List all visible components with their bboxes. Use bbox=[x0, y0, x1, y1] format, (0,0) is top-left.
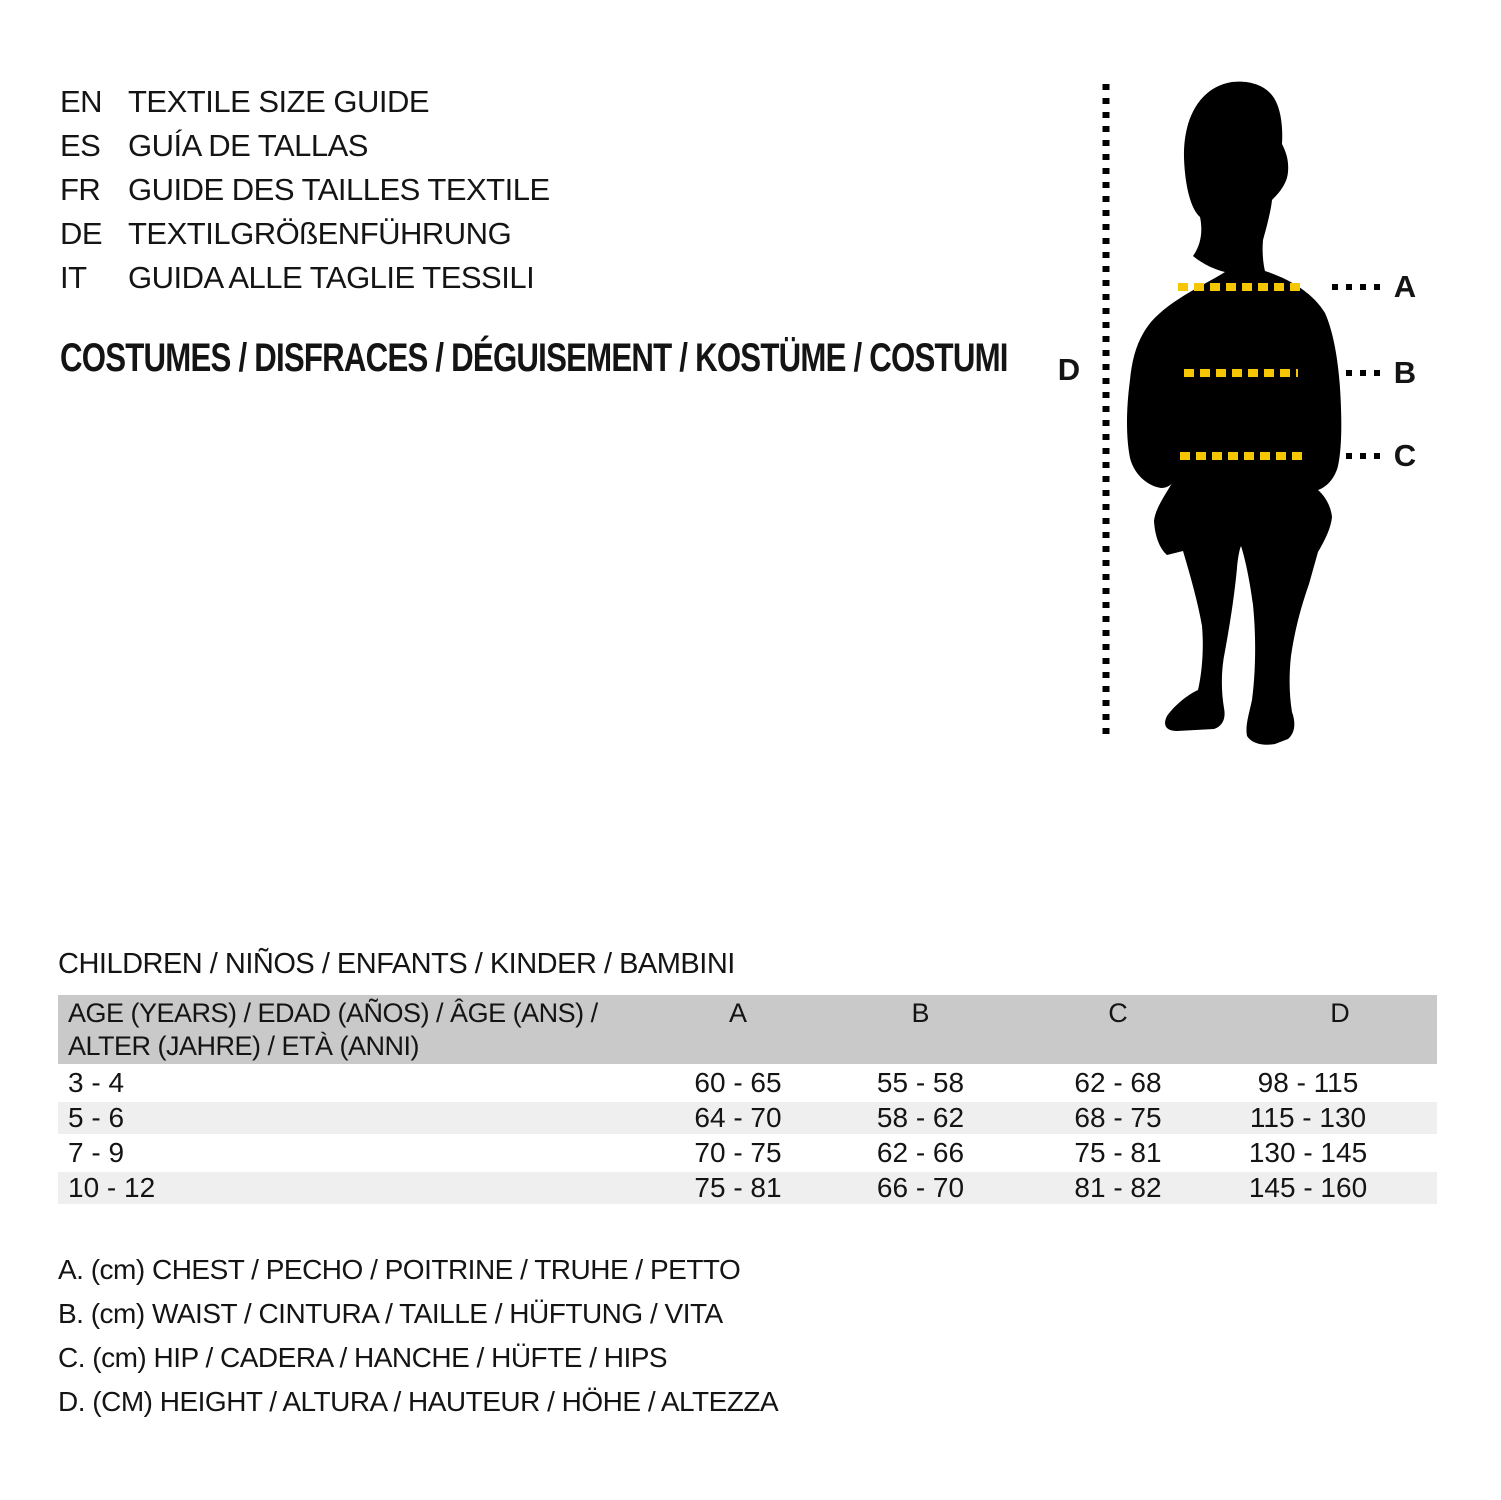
age-cell: 10 - 12 bbox=[68, 1172, 156, 1203]
legend-line-b: B. (cm) WAIST / CINTURA / TAILLE / HÜFTU… bbox=[58, 1298, 723, 1329]
hip-cell: 81 - 82 bbox=[1074, 1172, 1162, 1203]
measure-label-c: C bbox=[1393, 438, 1417, 473]
waist-cell: 58 - 62 bbox=[876, 1102, 965, 1133]
age-cell: 5 - 6 bbox=[68, 1102, 125, 1133]
child-silhouette bbox=[1127, 81, 1342, 745]
age-cell: 3 - 4 bbox=[68, 1067, 125, 1098]
chest-cell: 70 - 75 bbox=[694, 1137, 782, 1168]
table-row-age-3-4: 3 - 4 60 - 65 55 - 58 62 - 68 98 - 115 bbox=[58, 1067, 1437, 1099]
age-header-line1: AGE (YEARS) / EDAD (AÑOS) / ÂGE (ANS) / bbox=[68, 998, 598, 1028]
column-header-c: C bbox=[1108, 998, 1128, 1028]
column-header-a: A bbox=[728, 998, 747, 1028]
guide-title-fr: GUIDE DES TAILLES TEXTILE bbox=[128, 172, 550, 207]
age-header-line2: ALTER (JAHRE) / ETÀ (ANNI) bbox=[68, 1031, 420, 1061]
language-row-en: EN TEXTILE SIZE GUIDE bbox=[60, 80, 550, 124]
chest-cell: 60 - 65 bbox=[694, 1067, 782, 1098]
children-section-title: CHILDREN / NIÑOS / ENFANTS / KINDER / BA… bbox=[58, 948, 735, 980]
guide-title-it: GUIDA ALLE TAGLIE TESSILI bbox=[128, 260, 535, 295]
language-row-de: DE TEXTILGRÖßENFÜHRUNG bbox=[60, 212, 550, 256]
column-header-d: D bbox=[1330, 998, 1350, 1028]
guide-title-es: GUÍA DE TALLAS bbox=[128, 128, 368, 163]
children-size-table: AGE (YEARS) / EDAD (AÑOS) / ÂGE (ANS) / … bbox=[58, 995, 1437, 1204]
chest-cell: 75 - 81 bbox=[694, 1172, 782, 1203]
height-cell: 130 - 145 bbox=[1248, 1137, 1368, 1168]
child-silhouette-graphic bbox=[1102, 81, 1384, 745]
measure-label-a: A bbox=[1393, 269, 1417, 304]
waist-cell: 55 - 58 bbox=[876, 1067, 965, 1098]
language-row-es: ES GUÍA DE TALLAS bbox=[60, 124, 550, 168]
guide-title-en: TEXTILE SIZE GUIDE bbox=[128, 84, 430, 119]
language-row-fr: FR GUIDE DES TAILLES TEXTILE bbox=[60, 168, 550, 212]
column-header-b: B bbox=[911, 998, 930, 1028]
waist-cell: 62 - 66 bbox=[876, 1137, 965, 1168]
legend-line-a: A. (cm) CHEST / PECHO / POITRINE / TRUHE… bbox=[58, 1254, 741, 1285]
chest-cell: 64 - 70 bbox=[694, 1102, 782, 1133]
hip-cell: 62 - 68 bbox=[1074, 1067, 1162, 1098]
waist-cell: 66 - 70 bbox=[876, 1172, 965, 1203]
hip-cell: 68 - 75 bbox=[1074, 1102, 1162, 1133]
language-code: ES bbox=[60, 128, 101, 163]
guide-title-de: TEXTILGRÖßENFÜHRUNG bbox=[128, 216, 512, 251]
height-cell: 145 - 160 bbox=[1248, 1172, 1368, 1203]
language-code: FR bbox=[60, 172, 101, 207]
table-row-age-7-9: 7 - 9 70 - 75 62 - 66 75 - 81 130 - 145 bbox=[58, 1137, 1437, 1169]
category-title: COSTUMES / DISFRACES / DÉGUISEMENT / KOS… bbox=[60, 336, 1008, 380]
table-row-age-10-12: 10 - 12 75 - 81 66 - 70 81 - 82 145 - 16… bbox=[58, 1172, 1437, 1204]
language-code: DE bbox=[60, 216, 103, 251]
height-cell: 98 - 115 bbox=[1257, 1067, 1359, 1098]
height-cell: 115 - 130 bbox=[1249, 1102, 1367, 1133]
measurement-figure: A B C D bbox=[1050, 60, 1501, 760]
hip-cell: 75 - 81 bbox=[1074, 1137, 1162, 1168]
size-table-header: AGE (YEARS) / EDAD (AÑOS) / ÂGE (ANS) / … bbox=[58, 995, 1437, 1064]
measure-label-d: D bbox=[1057, 352, 1081, 387]
measure-label-b: B bbox=[1393, 355, 1417, 390]
legend-line-d: D. (CM) HEIGHT / ALTURA / HAUTEUR / HÖHE… bbox=[58, 1386, 779, 1417]
table-row-age-5-6: 5 - 6 64 - 70 58 - 62 68 - 75 115 - 130 bbox=[58, 1102, 1437, 1134]
age-cell: 7 - 9 bbox=[68, 1137, 125, 1168]
language-row-it: IT GUIDA ALLE TAGLIE TESSILI bbox=[60, 256, 550, 300]
age-column-header: AGE (YEARS) / EDAD (AÑOS) / ÂGE (ANS) / … bbox=[58, 995, 628, 1063]
language-code: IT bbox=[60, 260, 87, 295]
legend-line-c: C. (cm) HIP / CADERA / HANCHE / HÜFTE / … bbox=[58, 1342, 668, 1373]
language-title-list: EN TEXTILE SIZE GUIDE ES GUÍA DE TALLAS … bbox=[60, 80, 550, 300]
measurement-legend: A. (cm) CHEST / PECHO / POITRINE / TRUHE… bbox=[58, 1248, 779, 1424]
language-code: EN bbox=[60, 84, 103, 119]
